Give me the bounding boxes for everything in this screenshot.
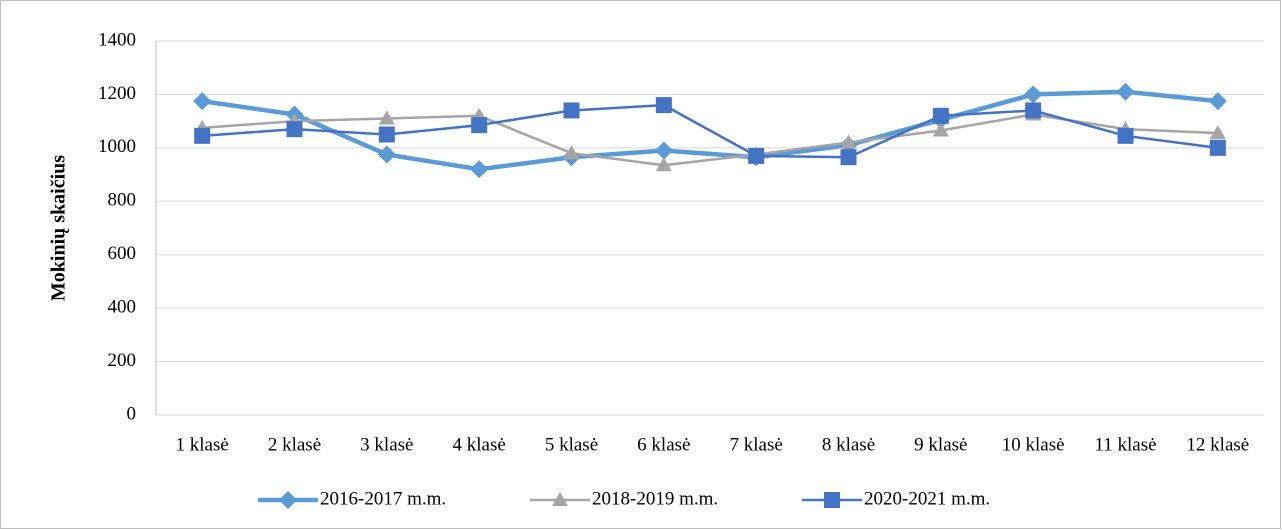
marker: [377, 145, 396, 164]
marker: [748, 147, 765, 164]
marker: [840, 134, 857, 149]
series-line: [202, 103, 1218, 159]
y-tick-label: 400: [108, 297, 137, 318]
x-tick-label: 11 klasė: [1094, 434, 1156, 455]
legend-label: 2016-2017 m.m.: [320, 488, 446, 509]
y-tick-label: 0: [127, 403, 137, 424]
y-tick-label: 1400: [98, 29, 136, 50]
legend-label: 2020-2021 m.m.: [864, 488, 990, 509]
x-tick-label: 10 klasė: [1002, 434, 1065, 455]
marker: [471, 117, 488, 134]
marker: [655, 157, 672, 172]
marker: [1024, 85, 1043, 104]
x-tick-label: 8 klasė: [822, 434, 875, 455]
marker: [552, 492, 568, 506]
x-tick-label: 7 klasė: [730, 434, 783, 455]
marker: [378, 110, 395, 125]
x-tick-label: 3 klasė: [360, 434, 413, 455]
x-tick-label: 9 klasė: [914, 434, 967, 455]
x-tick-label: 6 klasė: [637, 434, 690, 455]
x-tick-label: 4 klasė: [453, 434, 506, 455]
marker: [286, 121, 303, 138]
y-tick-label: 1000: [98, 136, 136, 157]
marker: [1117, 127, 1134, 144]
marker: [1208, 92, 1227, 111]
series-line: [201, 89, 1219, 172]
x-tick-label: 2 klasė: [268, 434, 321, 455]
marker: [1025, 102, 1042, 119]
legend-label: 2018-2019 m.m.: [592, 488, 718, 509]
marker: [1116, 82, 1135, 101]
marker: [654, 141, 673, 160]
marker: [193, 92, 212, 111]
series-line: [202, 113, 1218, 167]
y-tick-label: 600: [108, 243, 137, 264]
x-tick-label: 5 klasė: [545, 434, 598, 455]
y-tick-label: 1200: [98, 83, 136, 104]
y-tick-label: 800: [108, 190, 137, 211]
x-tick-label: 12 klasė: [1186, 434, 1249, 455]
marker: [194, 127, 211, 144]
marker: [932, 107, 949, 124]
marker: [655, 97, 672, 114]
marker: [563, 145, 580, 160]
marker: [563, 102, 580, 119]
y-tick-label: 200: [108, 350, 137, 371]
marker: [470, 160, 489, 179]
marker: [1209, 139, 1226, 156]
y-axis-label: Mokinių skaičius: [48, 155, 70, 301]
x-tick-label: 1 klasė: [176, 434, 229, 455]
marker: [1209, 125, 1226, 140]
marker: [840, 149, 857, 166]
marker: [378, 126, 395, 143]
marker: [824, 492, 840, 508]
marker: [279, 491, 297, 509]
marker: [932, 122, 949, 137]
